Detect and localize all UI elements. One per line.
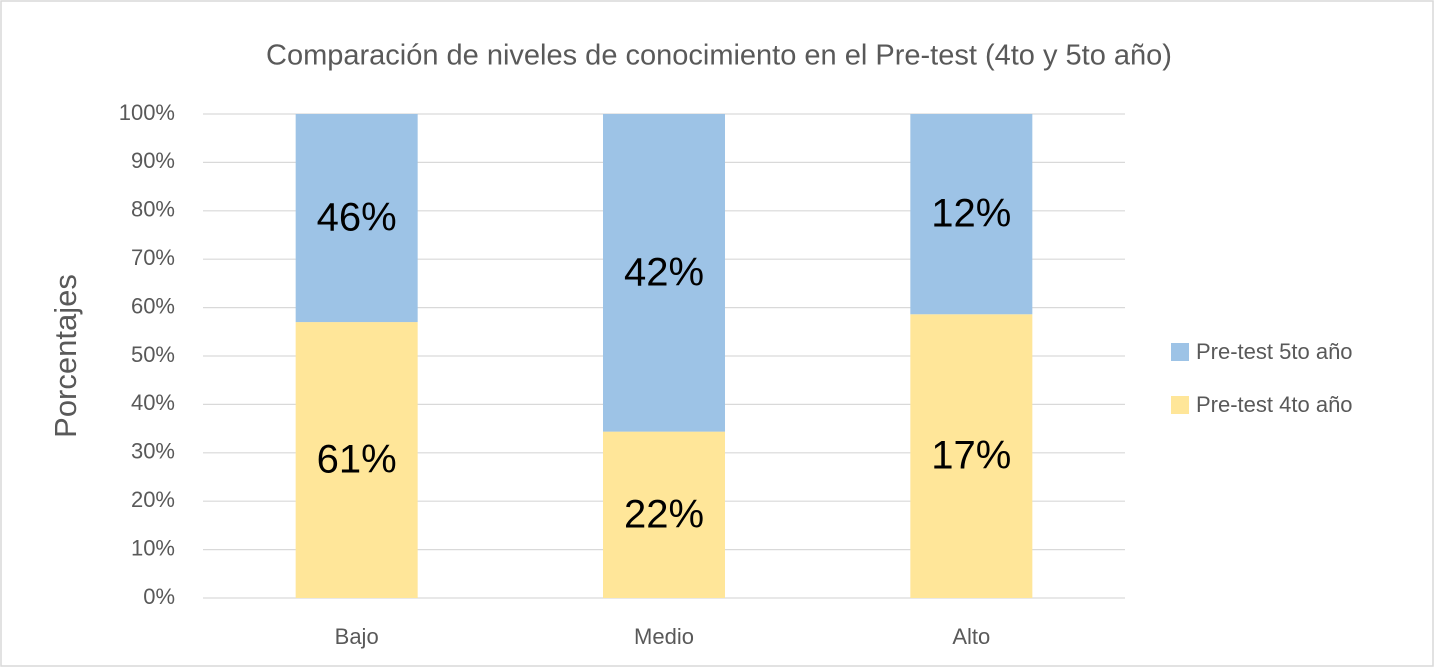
x-tick-label: Alto [952,624,990,649]
y-tick-label: 10% [131,535,175,560]
data-label: 12% [931,192,1011,236]
bar-segment [910,114,1033,315]
data-label: 46% [317,196,397,240]
y-tick-label: 60% [131,293,175,318]
y-tick-label: 80% [131,197,175,222]
y-axis-label: Porcentajes [48,274,83,438]
bar-segment [603,431,725,598]
data-label: 17% [931,434,1011,478]
legend-swatch [1171,343,1189,361]
data-label: 42% [624,250,704,294]
y-tick-label: 20% [131,487,175,512]
y-tick-label: 90% [131,148,175,173]
y-tick-label: 100% [119,100,175,125]
legend-label: Pre-test 4to año [1196,392,1353,417]
bar-segment [295,114,418,323]
x-tick-label: Bajo [335,624,379,649]
bar-segment [295,322,418,598]
x-tick-label: Medio [634,624,694,649]
y-tick-label: 0% [143,584,175,609]
y-tick-label: 40% [131,390,175,415]
data-label: 22% [624,492,704,536]
bar-segment [910,314,1033,598]
y-tick-label: 30% [131,439,175,464]
legend-swatch [1171,396,1189,414]
legend-label: Pre-test 5to año [1196,339,1353,364]
data-label: 61% [317,438,397,482]
y-tick-label: 50% [131,342,175,367]
bar-segment [603,114,725,432]
y-tick-label: 70% [131,245,175,270]
chart-title: Comparación de niveles de conocimiento e… [266,40,1172,72]
